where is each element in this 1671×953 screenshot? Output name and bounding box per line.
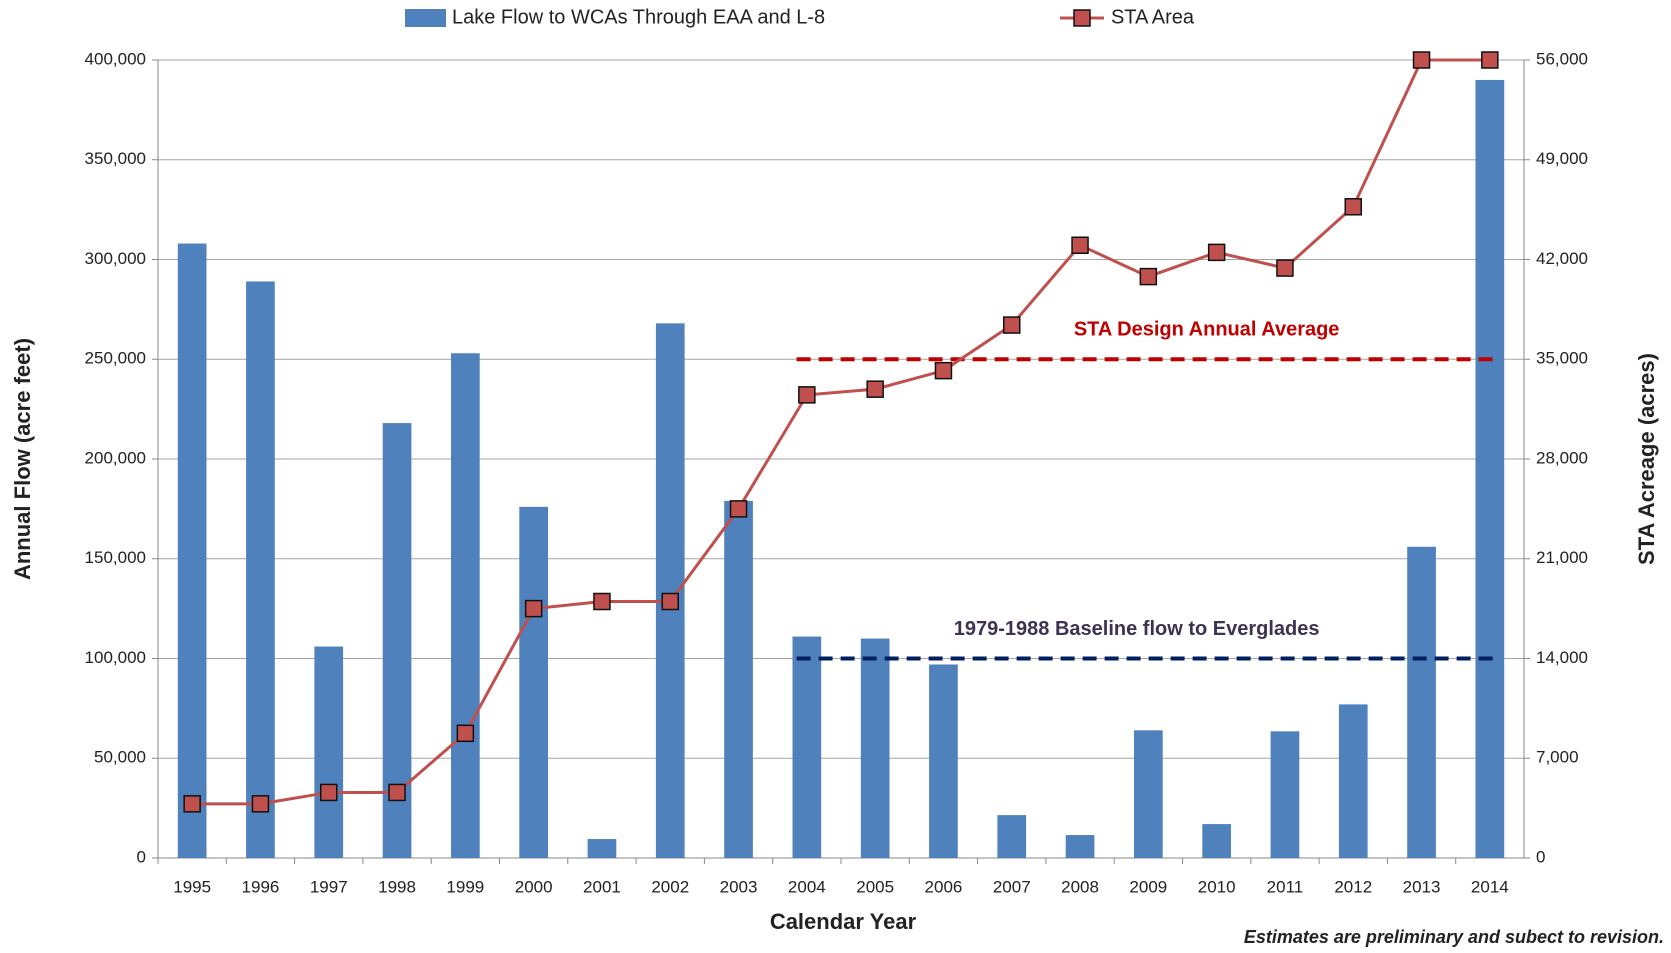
bar [655,323,685,859]
marker [1139,267,1158,286]
marker [593,592,611,611]
marker [934,361,953,380]
y-tick-label: 400,000 [85,49,146,68]
y2-tick-label: 42,000 [1536,249,1588,268]
x-tick-label: 2004 [788,877,826,896]
marker [251,795,270,813]
x-tick-label: 1999 [446,877,484,896]
marker [1412,51,1431,69]
reference-label: 1979-1988 Baseline flow to Everglades [954,618,1320,640]
x-tick-label: 2013 [1403,877,1441,896]
reference-label: STA Design Annual Average [1074,319,1340,341]
x-tick-label: 1997 [310,877,348,896]
y2-tick-label: 35,000 [1536,349,1588,368]
bar [1270,731,1300,858]
line [192,58,1490,806]
marker [1003,316,1021,334]
marker [183,795,201,813]
bar [1475,79,1505,858]
marker [798,386,816,404]
marker [320,783,338,802]
marker [866,380,884,398]
x-tick-label: 2005 [856,877,894,896]
y-tick-label: 350,000 [85,149,146,168]
y2-tick-label: 56,000 [1536,49,1588,68]
y2-tick-label: 7,000 [1536,748,1579,767]
x-tick-label: 1995 [173,877,211,896]
bar [1134,730,1163,858]
marker [1207,243,1226,262]
marker [456,724,475,743]
x-tick-label: 1996 [242,877,280,896]
y2-axis-title: STA Acreage (acres) [1634,353,1659,565]
y-tick-label: 150,000 [85,548,146,567]
bar [451,353,480,858]
legend-label: Lake Flow to WCAs Through EAA and L-8 [452,6,825,28]
x-tick-label: 2003 [720,877,758,896]
x-tick-label: 2014 [1471,877,1509,896]
y-tick-label: 100,000 [85,648,146,667]
x-tick-label: 2001 [583,877,621,896]
bar [587,839,617,858]
x-tick-label: 2002 [651,877,689,896]
marker [729,500,748,518]
y-tick-label: 200,000 [85,448,146,467]
y-tick-label: 50,000 [94,748,146,767]
y-axis-title: Annual Flow (acre feet) [10,338,35,580]
x-axis-title: Calendar Year [770,909,917,934]
marker [1276,259,1294,277]
x-tick-label: 2007 [993,877,1031,896]
y2-tick-label: 28,000 [1536,448,1588,467]
y-tick-label: 0 [137,847,146,866]
bar [1065,835,1095,858]
bar [246,281,275,858]
marker [1344,198,1362,216]
bar [314,646,344,858]
bar [997,815,1027,858]
marker [661,592,679,611]
x-tick-label: 2000 [515,877,553,896]
marker [524,599,543,618]
marker [388,783,406,802]
x-tick-label: 2009 [1129,877,1167,896]
y-tick-label: 300,000 [85,249,146,268]
bar [860,638,890,858]
x-tick-label: 2008 [1061,877,1099,896]
bar [1407,546,1436,858]
bar [724,500,753,858]
y-tick-label: 250,000 [85,349,146,368]
legend-marker [1073,9,1091,27]
x-tick-label: 2011 [1267,877,1304,896]
marker [1071,236,1089,254]
marker [1481,51,1499,69]
legend-swatch [405,9,446,27]
bar [177,243,207,859]
x-tick-label: 1998 [378,877,416,896]
bar [519,506,548,858]
bar [929,664,958,858]
bar [1338,704,1368,858]
legend-label: STA Area [1111,6,1195,28]
x-tick-label: 2006 [925,877,963,896]
bar [1202,824,1231,858]
footnote: Estimates are preliminary and subect to … [1244,927,1664,947]
y2-tick-label: 0 [1536,847,1545,866]
y2-tick-label: 49,000 [1536,149,1588,168]
y2-tick-label: 21,000 [1536,548,1588,567]
y2-tick-label: 14,000 [1536,648,1588,667]
x-tick-label: 2010 [1198,877,1236,896]
bar [792,636,822,858]
x-tick-label: 2012 [1334,877,1372,896]
